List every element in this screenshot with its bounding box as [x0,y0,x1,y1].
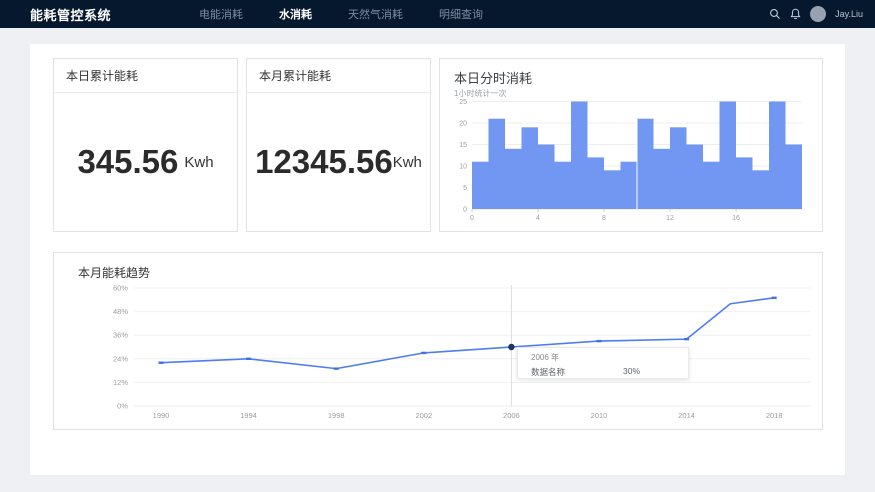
svg-text:60%: 60% [113,284,128,293]
svg-text:2014: 2014 [678,411,695,420]
svg-text:0: 0 [470,215,474,222]
svg-text:36%: 36% [113,331,128,340]
svg-text:5: 5 [463,185,467,192]
bell-icon[interactable] [790,8,801,20]
card-title: 本日累计能耗 [54,59,237,93]
user-name: Jay.Liu [835,9,863,19]
svg-text:2010: 2010 [591,411,608,420]
content-panel: 本日累计能耗 345.56 Kwh 本月累计能耗 12345.56 Kwh 本日… [30,44,845,475]
today-energy-card: 本日累计能耗 345.56 Kwh [53,58,238,232]
chart-tooltip: 2006 年 数据名称 30% [517,347,689,379]
trend-line-chart[interactable]: 0% 12% 24% 36% 48% 60% 1990 1994 1998 2002 2006 201… [54,279,822,429]
navbar: 能耗管控系统 电能消耗 水消耗 天然气消耗 明细查询 Jay.Liu [0,0,875,28]
svg-text:1994: 1994 [240,411,257,420]
svg-text:0%: 0% [117,402,128,411]
svg-text:4: 4 [536,215,540,222]
svg-text:1990: 1990 [153,411,170,420]
svg-text:2018: 2018 [766,411,783,420]
nav-item-1[interactable]: 水消耗 [279,6,312,22]
nav-item-2[interactable]: 天然气消耗 [348,6,403,22]
card-value-area: 12345.56 Kwh [247,93,430,231]
monthly-trend-card: 本月能耗趋势 0%12%24%36%48%60%1990199419982002… [53,252,823,430]
unit-label: Kwh [184,154,213,171]
svg-text:12: 12 [666,215,674,222]
svg-text:15: 15 [459,142,467,149]
card-value-area: 345.56 Kwh [54,93,237,231]
unit-label: Kwh [393,154,422,171]
svg-text:12%: 12% [113,378,128,387]
svg-text:0: 0 [463,207,467,214]
today-energy-value: 345.56 [77,143,178,181]
svg-text:24%: 24% [113,354,128,363]
svg-text:16: 16 [732,215,740,222]
hourly-chart-title: 本日分时消耗 [454,68,808,87]
svg-text:20: 20 [459,121,467,128]
hourly-chart-subtitle: 1小时统计一次 [454,88,808,99]
card-title: 本月累计能耗 [247,59,430,93]
tooltip-value: 30% [623,366,640,378]
tooltip-title: 2006 年 [531,352,676,363]
summary-cards-row: 本日累计能耗 345.56 Kwh 本月累计能耗 12345.56 Kwh 本日… [53,58,823,232]
app-title: 能耗管控系统 [30,5,111,24]
month-energy-card: 本月累计能耗 12345.56 Kwh [246,58,431,232]
svg-text:1998: 1998 [328,411,345,420]
svg-text:48%: 48% [113,307,128,316]
svg-text:10: 10 [459,164,467,171]
svg-text:25: 25 [459,99,467,106]
svg-text:2006: 2006 [503,411,520,420]
nav-item-0[interactable]: 电能消耗 [199,6,243,22]
hourly-bar-chart[interactable]: 0 5 10 15 20 25 0 4 8 12 16 [454,99,808,229]
svg-text:2002: 2002 [415,411,432,420]
navbar-right: Jay.Liu [769,6,863,22]
month-energy-value: 12345.56 [255,143,393,181]
tooltip-label: 数据名称 [531,366,565,378]
avatar[interactable] [810,6,826,22]
nav-item-3[interactable]: 明细查询 [439,6,483,22]
hourly-consumption-card: 本日分时消耗 1小时统计一次 0 5 10 15 20 25 0 4 8 12 16 [439,58,823,232]
svg-text:8: 8 [602,215,606,222]
search-icon[interactable] [769,8,781,20]
main-nav: 电能消耗 水消耗 天然气消耗 明细查询 [199,6,483,22]
